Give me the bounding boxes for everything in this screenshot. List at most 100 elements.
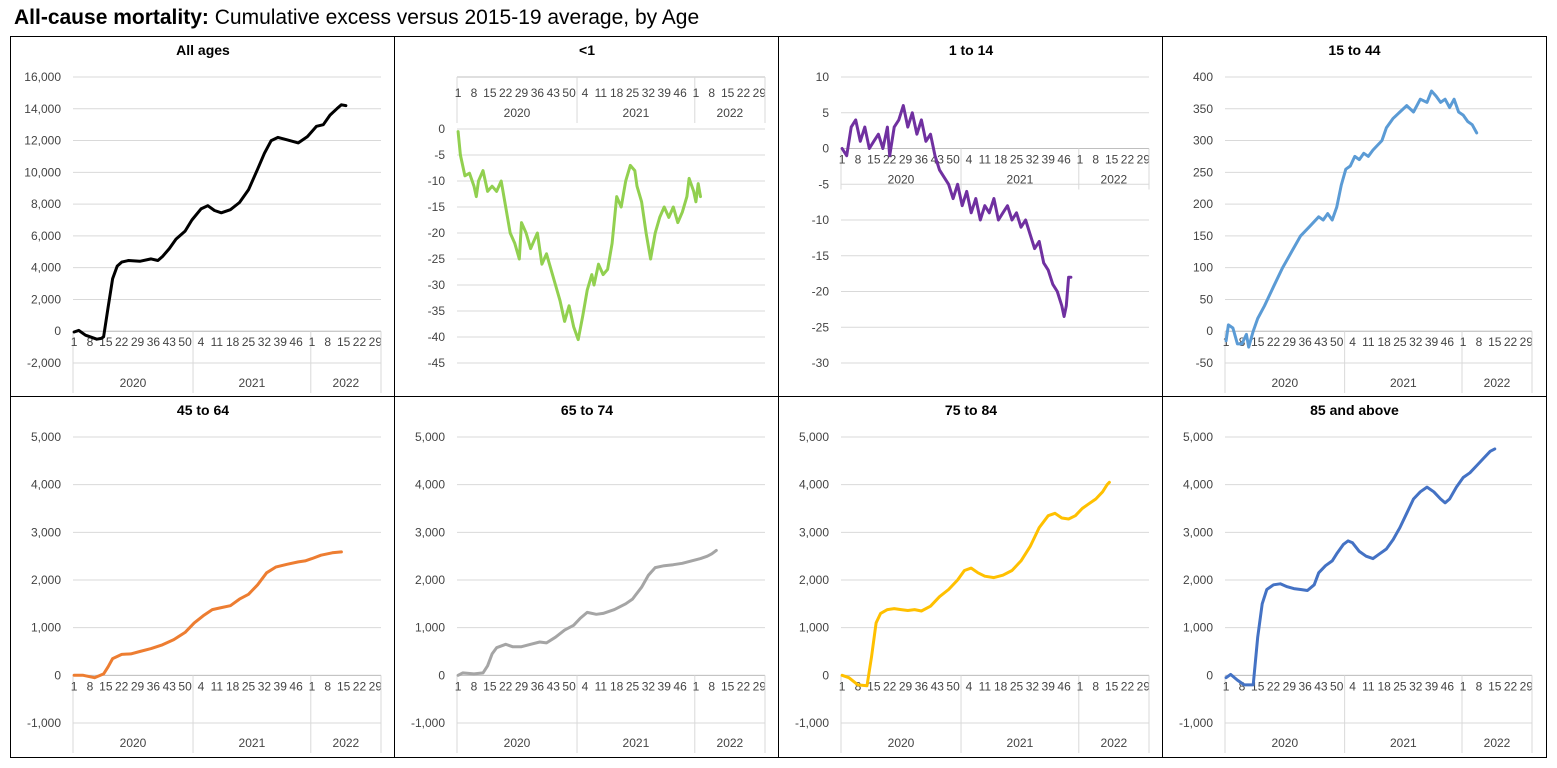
x-tick-label: 22	[883, 679, 897, 693]
year-label: 2020	[1271, 376, 1298, 390]
x-tick-label: 46	[1441, 335, 1455, 349]
chart-panel: 75 to 84 -1,000 0 1,000 2,000 3,000 4,000 5,000…	[779, 397, 1163, 757]
y-tick-label: -15	[428, 200, 446, 214]
x-tick-label: 39	[274, 335, 288, 349]
x-tick-label: 15	[867, 679, 881, 693]
y-tick-label: -20	[428, 226, 446, 240]
chart-panel: 65 to 74 -1,000 0 1,000 2,000 3,000 4,000 5,000…	[395, 397, 779, 757]
x-tick-label: 15	[337, 335, 351, 349]
x-tick-label: 43	[163, 679, 177, 693]
y-tick-label: 1,000	[415, 621, 445, 635]
y-tick-label: 14,000	[24, 102, 61, 116]
x-tick-label: 39	[1042, 679, 1056, 693]
x-tick-label: 11	[595, 679, 608, 693]
x-tick-label: 15	[1251, 335, 1265, 349]
x-tick-label: 22	[1121, 153, 1135, 167]
x-tick-label: 4	[966, 679, 973, 693]
x-tick-label: 4	[582, 86, 589, 100]
y-tick-label: 2,000	[1183, 573, 1213, 587]
x-tick-label: 1	[693, 86, 700, 100]
chart-title: 65 to 74	[561, 402, 613, 418]
x-tick-label: 36	[147, 679, 161, 693]
y-tick-label: 5	[822, 106, 829, 120]
chart-grid: All ages -2,000 0 2,000 4,000 6,000 8,000 10,00…	[10, 36, 1547, 758]
x-tick-label: 18	[1377, 679, 1391, 693]
year-label: 2022	[333, 376, 360, 390]
year-label: 2021	[1390, 376, 1417, 390]
x-tick-label: 8	[324, 335, 331, 349]
x-tick-label: 15	[1488, 679, 1502, 693]
chart-svg: 75 to 84 -1,000 0 1,000 2,000 3,000 4,000 5,000…	[795, 402, 1150, 753]
y-tick-label: 2,000	[415, 573, 445, 587]
x-tick-label: 29	[1283, 679, 1297, 693]
x-tick-label: 15	[483, 679, 497, 693]
x-tick-label: 11	[979, 153, 992, 167]
x-tick-label: 43	[163, 335, 177, 349]
x-tick-label: 18	[994, 153, 1008, 167]
chart-title: All ages	[176, 42, 230, 58]
y-tick-label: 400	[1193, 70, 1213, 84]
chart-svg: 45 to 64 -1,000 0 1,000 2,000 3,000 4,000 5,000…	[27, 402, 382, 753]
x-tick-label: 22	[1504, 679, 1518, 693]
y-tick-label: 100	[1193, 261, 1213, 275]
y-tick-label: 200	[1193, 197, 1213, 211]
year-label: 2020	[120, 376, 147, 390]
x-tick-label: 1	[1223, 679, 1230, 693]
page-title: All-cause mortality: Cumulative excess v…	[14, 3, 699, 33]
x-tick-label: 29	[753, 679, 767, 693]
x-tick-label: 32	[1409, 679, 1423, 693]
page-title-bold: All-cause mortality:	[14, 6, 209, 29]
x-tick-label: 1	[693, 679, 700, 693]
x-tick-label: 1	[309, 679, 316, 693]
x-tick-label: 15	[337, 679, 351, 693]
y-tick-label: 0	[1206, 668, 1213, 682]
x-tick-label: 46	[1057, 679, 1071, 693]
x-tick-label: 39	[274, 679, 288, 693]
y-tick-label: 5,000	[1183, 430, 1213, 444]
x-tick-label: 25	[1393, 335, 1407, 349]
year-label: 2021	[239, 736, 266, 750]
x-tick-label: 25	[242, 679, 256, 693]
x-tick-label: 15	[1105, 679, 1119, 693]
x-tick-label: 50	[562, 86, 576, 100]
y-tick-label: 4,000	[31, 261, 61, 275]
y-tick-label: 300	[1193, 134, 1213, 148]
y-tick-label: 4,000	[415, 478, 445, 492]
x-tick-label: 43	[547, 86, 561, 100]
series-line	[1224, 89, 1479, 349]
chart-svg: All ages -2,000 0 2,000 4,000 6,000 8,000 10,00…	[24, 42, 382, 393]
y-tick-label: 5,000	[799, 430, 829, 444]
x-tick-label: 11	[211, 335, 224, 349]
y-tick-label: 10,000	[24, 165, 61, 179]
x-tick-label: 4	[1349, 679, 1356, 693]
series-line	[1224, 447, 1497, 687]
year-label: 2020	[1271, 736, 1298, 750]
x-tick-label: 50	[946, 679, 960, 693]
x-tick-label: 8	[324, 679, 331, 693]
x-tick-label: 50	[178, 335, 192, 349]
x-tick-label: 25	[626, 679, 640, 693]
x-tick-label: 11	[211, 679, 224, 693]
x-tick-label: 15	[99, 679, 113, 693]
y-tick-label: 8,000	[31, 197, 61, 211]
x-tick-label: 22	[353, 335, 367, 349]
y-tick-label: 250	[1193, 165, 1213, 179]
y-tick-label: 12,000	[24, 134, 61, 148]
x-tick-label: 39	[658, 679, 672, 693]
chart-panel: 15 to 44 -50 0 50 100 150 200 250 300 350 400 2020 1…	[1163, 37, 1546, 397]
chart-title: 75 to 84	[945, 402, 997, 418]
x-tick-label: 25	[1010, 153, 1024, 167]
y-tick-label: 2,000	[31, 292, 61, 306]
x-tick-label: 36	[1298, 679, 1312, 693]
y-tick-label: 10	[816, 70, 830, 84]
y-tick-label: -45	[428, 356, 446, 370]
x-tick-label: 4	[1349, 335, 1356, 349]
x-tick-label: 18	[1377, 335, 1391, 349]
y-tick-label: 2,000	[799, 573, 829, 587]
x-tick-label: 1	[1460, 679, 1467, 693]
x-tick-label: 39	[658, 86, 672, 100]
x-tick-label: 8	[708, 679, 715, 693]
x-tick-label: 46	[289, 335, 303, 349]
x-tick-label: 22	[1267, 335, 1281, 349]
